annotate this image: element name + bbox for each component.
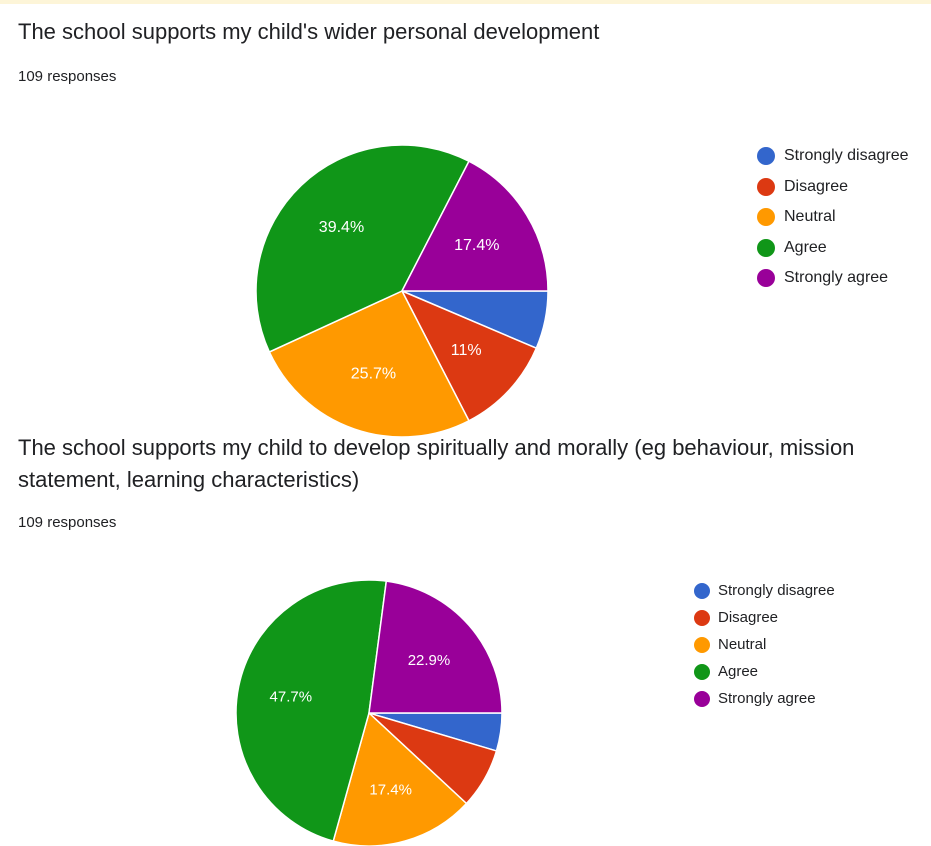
pie-slice-agree[interactable] xyxy=(235,579,388,843)
slice-label-strongly-agree: 22.9% xyxy=(408,652,451,669)
legend-label: Disagree xyxy=(718,609,779,626)
legend-item-strongly-disagree[interactable]: Strongly disagree xyxy=(757,141,909,172)
legend-label: Neutral xyxy=(718,636,767,653)
question-1-title-line-1: The school supports my child's wider per… xyxy=(18,19,600,44)
legend-item-strongly-disagree[interactable]: Strongly disagree xyxy=(694,577,835,604)
legend-item-agree[interactable]: Agree xyxy=(694,658,835,685)
slice-label-disagree: 11% xyxy=(451,342,482,359)
legend-item-agree[interactable]: Agree xyxy=(757,233,909,264)
slice-label-agree: 39.4% xyxy=(319,219,364,236)
legend-label: Disagree xyxy=(784,177,849,195)
top-border xyxy=(0,0,931,4)
legend-label: Strongly disagree xyxy=(784,147,909,165)
legend-swatch-disagree xyxy=(694,609,710,626)
question-2-title-line-2: statement, learning characteristics) xyxy=(18,467,360,492)
question-1-title: The school supports my child's wider per… xyxy=(18,16,599,48)
legend-swatch-neutral xyxy=(757,208,775,227)
legend-item-strongly-agree[interactable]: Strongly agree xyxy=(757,263,909,294)
legend-label: Strongly disagree xyxy=(718,582,835,599)
legend-item-disagree[interactable]: Disagree xyxy=(757,172,909,203)
legend-label: Strongly agree xyxy=(718,690,816,707)
slice-label-neutral: 25.7% xyxy=(351,365,396,382)
legend-2: Strongly disagree Disagree Neutral Agree… xyxy=(694,577,835,712)
slice-label-strongly-agree: 17.4% xyxy=(454,237,499,254)
legend-1: Strongly disagree Disagree Neutral Agree… xyxy=(757,141,909,294)
legend-label: Strongly agree xyxy=(784,269,889,287)
legend-label: Agree xyxy=(784,238,827,256)
question-2-title-line-1: The school supports my child to develop … xyxy=(18,435,855,460)
legend-swatch-strongly-disagree xyxy=(757,147,775,166)
pie-slice-disagree[interactable] xyxy=(400,289,538,422)
pie-slice-strongly-agree[interactable] xyxy=(368,580,503,714)
slice-label-agree: 47.7% xyxy=(270,689,313,706)
legend-item-disagree[interactable]: Disagree xyxy=(694,604,835,631)
legend-swatch-disagree xyxy=(757,177,775,196)
pie-slice-strongly-agree[interactable] xyxy=(400,160,549,292)
legend-item-neutral[interactable]: Neutral xyxy=(757,202,909,233)
legend-swatch-agree xyxy=(757,238,775,257)
slice-label-neutral: 17.4% xyxy=(369,781,412,798)
legend-swatch-agree xyxy=(694,663,710,680)
question-1-response-count: 109 responses xyxy=(18,68,117,85)
legend-swatch-neutral xyxy=(694,636,710,653)
legend-item-neutral[interactable]: Neutral xyxy=(694,631,835,658)
legend-item-strongly-agree[interactable]: Strongly agree xyxy=(694,685,835,712)
legend-label: Agree xyxy=(718,663,759,680)
legend-label: Neutral xyxy=(784,208,836,226)
question-2-response-count: 109 responses xyxy=(18,514,117,531)
legend-swatch-strongly-disagree xyxy=(694,582,710,599)
pie-chart-1: 11% 25.7% 39.4% 17.4% xyxy=(255,144,549,438)
legend-swatch-strongly-agree xyxy=(757,269,775,288)
pie-slice-agree[interactable] xyxy=(255,144,470,353)
question-2-title: The school supports my child to develop … xyxy=(18,432,854,496)
pie-chart-2: 17.4% 47.7% 22.9% xyxy=(235,579,503,846)
pie-slice-neutral[interactable] xyxy=(268,290,470,438)
legend-swatch-strongly-agree xyxy=(694,690,710,707)
